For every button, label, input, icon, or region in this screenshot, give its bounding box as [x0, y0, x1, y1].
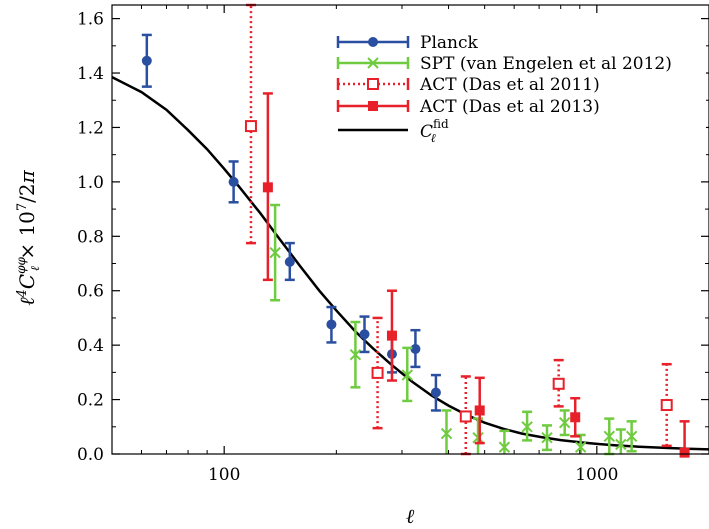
data-point — [498, 441, 511, 453]
y-tick-label: 0.0 — [77, 445, 104, 465]
x-axis-label: ℓ — [406, 504, 415, 528]
data-point — [440, 427, 453, 440]
y-tick-label: 0.2 — [77, 391, 104, 411]
svg-text:ℓ4Cφφℓ × 107/2π: ℓ4Cφφℓ × 107/2π — [14, 169, 42, 305]
series-3 — [262, 92, 690, 458]
data-point — [541, 431, 553, 444]
legend-entry-spt: SPT (van Engelen et al 2012) — [336, 54, 672, 74]
data-point — [472, 431, 484, 444]
y-tick-label: 1.6 — [77, 10, 104, 30]
data-point — [410, 343, 421, 354]
plot-area: 0.0 0.2 0.4 0.6 0.8 1.0 1.2 1.4 1.6 100 1000 — [77, 3, 709, 485]
y-tick-label: 1.0 — [77, 173, 104, 193]
y-tick-label: 1.2 — [77, 118, 104, 138]
data-point — [228, 176, 239, 187]
data-point — [349, 348, 362, 361]
y-tick-label: 0.6 — [77, 282, 104, 302]
data-point — [570, 412, 581, 423]
legend-entry-act-2013: ACT (Das et al 2013) — [336, 97, 600, 117]
data-point — [269, 246, 281, 259]
legend-background — [326, 28, 706, 168]
legend-label-spt: SPT (van Engelen et al 2012) — [420, 54, 672, 74]
data-point — [386, 330, 397, 341]
data-point — [679, 447, 690, 458]
data-point — [141, 55, 152, 66]
data-point — [430, 387, 441, 398]
data-point — [359, 329, 370, 340]
legend-marker-circle — [368, 37, 378, 47]
data-point — [625, 430, 638, 443]
fiducial-curve — [111, 75, 709, 451]
legend-marker-filled-square — [368, 101, 378, 111]
plot-frame — [111, 4, 709, 455]
data-point — [521, 421, 533, 433]
legend-marker-cross — [367, 57, 379, 69]
series-2 — [244, 3, 673, 456]
x-tick-label: 1000 — [575, 465, 618, 485]
data-layer — [111, 3, 709, 458]
legend-label-planck: Planck — [420, 33, 478, 53]
series-1 — [269, 203, 638, 456]
data-point — [474, 405, 485, 416]
data-point — [371, 366, 384, 379]
legend-marker-open-square — [367, 78, 379, 90]
data-point — [615, 438, 627, 451]
legend-label-act-2013: ACT (Das et al 2013) — [419, 97, 600, 117]
data-point — [558, 416, 571, 429]
data-point — [660, 399, 673, 412]
legend-label-act-2011: ACT (Das et al 2011) — [419, 75, 600, 95]
y-tick-label: 0.4 — [77, 336, 104, 356]
data-point — [262, 182, 273, 193]
data-point — [552, 377, 565, 390]
y-tick-label: 0.8 — [77, 227, 104, 247]
data-point — [459, 410, 472, 423]
legend-entry-act-2011: ACT (Das et al 2011) — [336, 75, 600, 95]
data-point — [284, 256, 295, 267]
y-axis-label: ℓ4Cφφℓ × 107/2π — [14, 169, 42, 305]
data-point — [603, 430, 615, 443]
ticks-layer: 0.0 0.2 0.4 0.6 0.8 1.0 1.2 1.4 1.6 100 1000 — [77, 5, 709, 485]
legend-entry-planck: Planck — [336, 33, 478, 53]
data-point — [401, 369, 413, 381]
legend-entry-fiducial: Cfid ℓ — [338, 117, 449, 145]
data-point — [244, 120, 257, 133]
legend: Planck SPT (van Engelen et al 2012) ACT … — [326, 28, 706, 168]
data-point — [574, 441, 587, 453]
data-point — [326, 319, 337, 330]
y-tick-label: 1.4 — [77, 64, 104, 84]
x-tick-label: 100 — [208, 465, 240, 485]
